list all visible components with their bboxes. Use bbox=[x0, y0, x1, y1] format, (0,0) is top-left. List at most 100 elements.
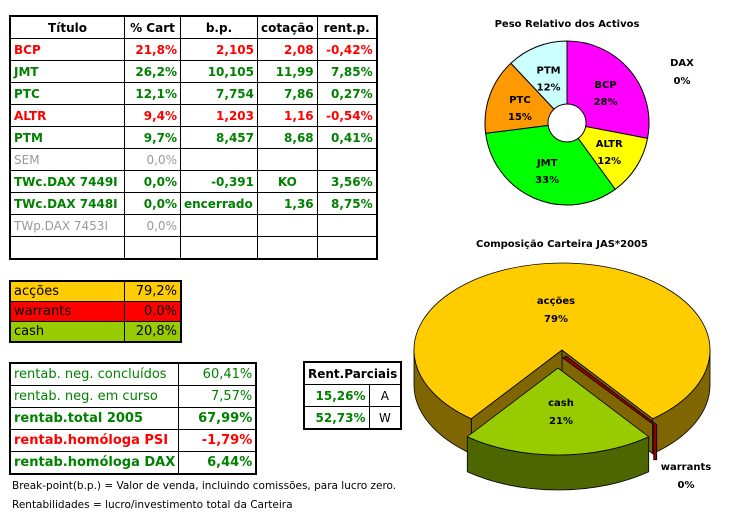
cotacao-cell: 7,86 bbox=[257, 82, 318, 105]
rentab-row: rentab.homóloga PSI -1,79% bbox=[9, 429, 257, 452]
parciais-value: 52,73% bbox=[303, 406, 370, 430]
composition-value: 79,2% bbox=[124, 280, 182, 302]
donut-slice-jmt bbox=[485, 124, 616, 206]
cotacao-cell: 8,68 bbox=[257, 126, 318, 149]
slice-value: 15% bbox=[508, 112, 532, 123]
rent-cell bbox=[316, 236, 378, 260]
rentab-label: rentab.total 2005 bbox=[9, 407, 180, 430]
rent-cell: 8,75% bbox=[316, 192, 378, 215]
column-header: Título bbox=[9, 15, 125, 39]
table-row: BCP 21,8% 2,105 2,08 -0,42% bbox=[9, 38, 378, 61]
legend-label: DAX bbox=[670, 58, 694, 69]
slice-acoes-side bbox=[652, 349, 711, 455]
pct-cart-cell: 9,7% bbox=[124, 126, 181, 149]
composition-label: acções bbox=[9, 280, 125, 302]
rent-cell: 0,41% bbox=[316, 126, 378, 149]
rent-cell: -0,54% bbox=[316, 104, 378, 127]
rentab-value: 60,41% bbox=[178, 362, 257, 386]
bp-cell: 10,105 bbox=[180, 60, 258, 83]
slice-value: 12% bbox=[597, 156, 621, 167]
slice-value: 79% bbox=[544, 314, 568, 325]
bp-cell bbox=[180, 214, 258, 237]
titulo-cell: TWp.DAX 7453I bbox=[9, 214, 125, 237]
slice-cash-top bbox=[466, 367, 650, 456]
rentab-value: 67,99% bbox=[178, 407, 257, 430]
titulo-cell: SEM bbox=[9, 148, 125, 171]
cotacao-cell bbox=[257, 148, 318, 171]
slice-label: warrants bbox=[661, 462, 711, 473]
composition-row: acções 79,2% bbox=[9, 280, 182, 302]
bp-cell: encerrado bbox=[180, 192, 258, 215]
pct-cart-cell: 12,1% bbox=[124, 82, 181, 105]
composition-label: cash bbox=[9, 321, 125, 343]
cotacao-cell: 2,08 bbox=[257, 38, 318, 61]
note-rentabilidades: Rentabilidades = lucro/investimento tota… bbox=[12, 499, 293, 511]
composition-table: acções 79,2% warrants 0,0% cash 20,8% bbox=[9, 280, 182, 343]
table-row: PTC 12,1% 7,754 7,86 0,27% bbox=[9, 82, 378, 105]
rentab-row: rentab.homóloga DAX 6,44% bbox=[9, 451, 257, 475]
titulo-cell: TWc.DAX 7448I bbox=[9, 192, 125, 215]
slice-value: 0% bbox=[678, 480, 695, 491]
pct-cart-cell: 0,0% bbox=[124, 214, 181, 237]
slice-label: acções bbox=[537, 296, 575, 307]
rent-cell bbox=[316, 148, 378, 171]
rent-cell: 0,27% bbox=[316, 82, 378, 105]
slice-warrants bbox=[562, 355, 658, 461]
cotacao-cell bbox=[257, 214, 318, 237]
rent-parciais-table: Rent.Parciais 15,26% A 52,73% W bbox=[303, 361, 403, 430]
pct-cart-cell: 9,4% bbox=[124, 104, 181, 127]
cotacao-cell: 1,16 bbox=[257, 104, 318, 127]
slice-value: 33% bbox=[535, 175, 559, 186]
slice-value: 28% bbox=[594, 97, 618, 108]
portfolio-table: Título% Cart b.p. cotação rent.p. BCP 21,8% 2,… bbox=[9, 15, 378, 260]
table-row: PTM 9,7% 8,457 8,68 0,41% bbox=[9, 126, 378, 149]
titulo-cell: PTM bbox=[9, 126, 125, 149]
cotacao-cell: 1,36 bbox=[257, 192, 318, 215]
titulo-cell: TWc.DAX 7449I bbox=[9, 170, 125, 193]
pct-cart-cell bbox=[124, 236, 181, 260]
composition-value: 0,0% bbox=[124, 301, 182, 322]
composition-row: warrants 0,0% bbox=[9, 301, 182, 322]
titulo-cell: ALTR bbox=[9, 104, 125, 127]
pct-cart-cell: 0,0% bbox=[124, 148, 181, 171]
titulo-cell: BCP bbox=[9, 38, 125, 61]
table-row bbox=[9, 236, 378, 260]
rentab-row: rentab.total 2005 67,99% bbox=[9, 407, 257, 430]
slice-label: BCP bbox=[594, 80, 616, 91]
slice-value: 21% bbox=[549, 416, 573, 427]
bp-cell: 8,457 bbox=[180, 126, 258, 149]
rentab-row: rentab. neg. em curso 7,57% bbox=[9, 385, 257, 408]
rentab-label: rentab. neg. em curso bbox=[9, 385, 180, 408]
cotacao-cell: KO bbox=[257, 170, 318, 193]
table-row: SEM 0,0% bbox=[9, 148, 378, 171]
rentab-label: rentab.homóloga PSI bbox=[9, 429, 180, 452]
rent-cell: 3,56% bbox=[316, 170, 378, 193]
table-row: ALTR 9,4% 1,203 1,16 -0,54% bbox=[9, 104, 378, 127]
bp-cell: 2,105 bbox=[180, 38, 258, 61]
donut-slice-altr bbox=[577, 125, 649, 191]
pie3d-title: Composição Carteira JAS*2005 bbox=[476, 239, 648, 250]
rentab-row: rentab. neg. concluídos 60,41% bbox=[9, 362, 257, 386]
slice-cash-side bbox=[466, 436, 650, 491]
bp-cell bbox=[180, 236, 258, 260]
legend-value: 0% bbox=[674, 76, 691, 87]
rentab-label: rentab.homóloga DAX bbox=[9, 451, 180, 475]
composition-value: 20,8% bbox=[124, 321, 182, 343]
parciais-key: A bbox=[368, 384, 402, 407]
pct-cart-cell: 0,0% bbox=[124, 192, 181, 215]
bp-cell bbox=[180, 148, 258, 171]
titulo-cell: JMT bbox=[9, 60, 125, 83]
rentab-table: rentab. neg. concluídos 60,41% rentab. neg… bbox=[9, 362, 258, 475]
donut-title: Peso Relativo dos Activos bbox=[495, 19, 640, 30]
rentab-value: 7,57% bbox=[178, 385, 257, 408]
note-break-point: Break-point(b.p.) = Valor de venda, incl… bbox=[12, 480, 397, 492]
parciais-value: 15,26% bbox=[303, 384, 370, 407]
slice-label: JMT bbox=[536, 158, 558, 169]
pct-cart-cell: 21,8% bbox=[124, 38, 181, 61]
slice-label: PTM bbox=[537, 66, 561, 77]
slice-value: 12% bbox=[537, 83, 561, 94]
parciais-header: Rent.Parciais bbox=[303, 361, 402, 385]
table-row: TWc.DAX 7449I 0,0% -0,391 KO 3,56% bbox=[9, 170, 378, 193]
composition-row: cash 20,8% bbox=[9, 321, 182, 343]
cotacao-cell bbox=[257, 236, 318, 260]
